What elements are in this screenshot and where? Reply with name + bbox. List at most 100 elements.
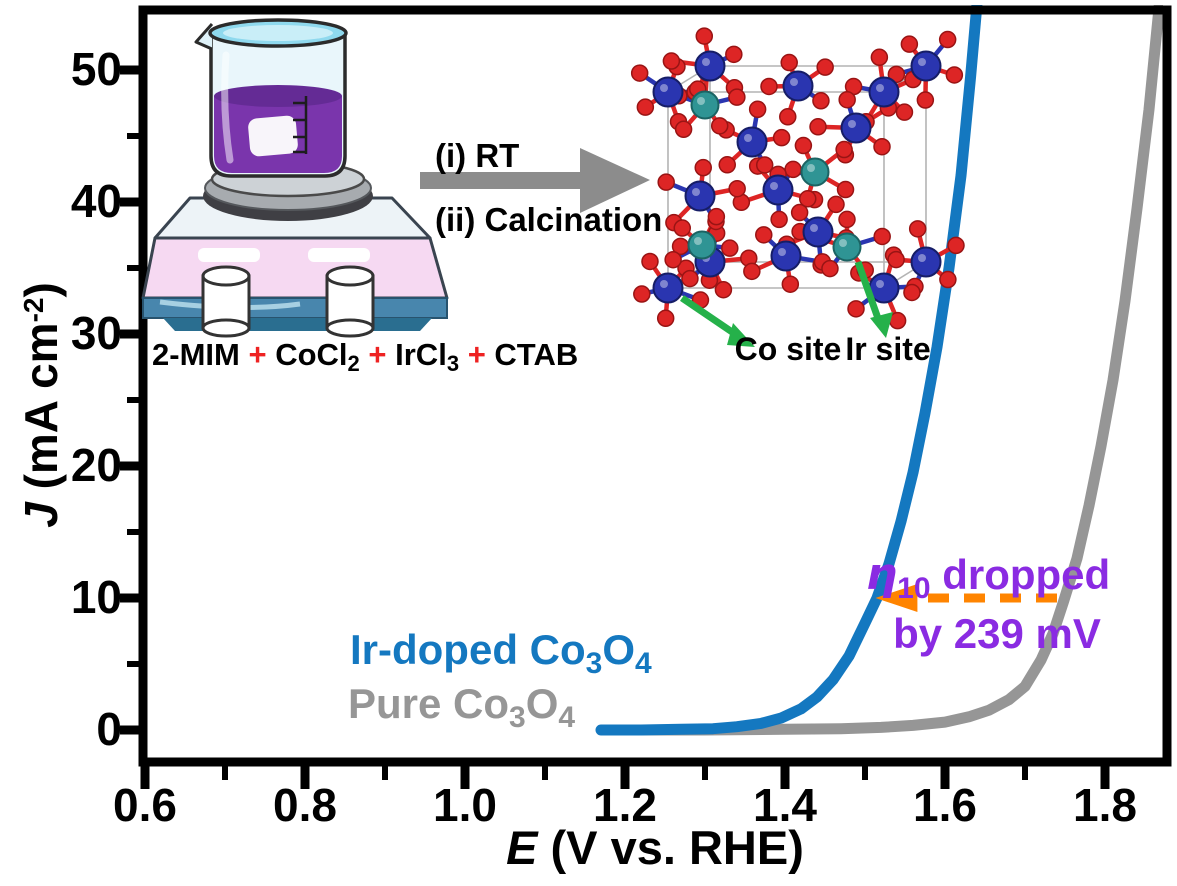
cobalt-atom (802, 216, 834, 248)
reagent-ctab: CTAB (494, 337, 579, 372)
oxygen-atom (772, 128, 791, 147)
oxygen-atom (695, 27, 714, 45)
oxygen-atom (641, 252, 659, 271)
iridium-atom (832, 232, 862, 262)
co-site-label: Co site (734, 331, 842, 367)
oxygen-atom (656, 309, 675, 328)
oxygen-atom (674, 120, 693, 139)
oxygen-atom (812, 92, 830, 110)
cobalt-atom (910, 246, 942, 278)
x-tick-label: 1.4 (753, 779, 817, 831)
reaction-arrow-icon (420, 148, 650, 213)
oxygen-atom (662, 52, 681, 70)
oxygen-atom (835, 140, 853, 159)
iridium-atom (800, 157, 830, 187)
reagent-ircl3-sub: 3 (446, 351, 460, 376)
oxygen-atom (728, 88, 746, 106)
eta-subscript: 10 (897, 572, 931, 605)
oxygen-atom (694, 158, 712, 177)
eta-symbol: η (865, 549, 898, 600)
cobalt-atom (910, 50, 942, 82)
y-tick-label: 50 (70, 43, 122, 95)
legend-ir-doped-o: O (602, 626, 635, 673)
cobalt-atom (868, 76, 900, 108)
cobalt-atom (840, 112, 872, 144)
oxygen-atom (947, 236, 965, 255)
legend-ir-doped: Ir-doped Co3O4 (350, 626, 652, 681)
oxygen-atom (630, 64, 649, 82)
atom-highlight (848, 120, 856, 128)
legend-pure-o: O (525, 680, 559, 727)
oxygen-atom (748, 100, 767, 119)
x-tick-label: 1.2 (593, 779, 657, 831)
liquid-surface (214, 85, 342, 107)
glass-highlight (221, 51, 234, 164)
annotation-line1: η10 dropped (866, 549, 1110, 606)
beaker-spout (194, 23, 214, 51)
hotplate-knob-left (201, 265, 251, 338)
y-tick-label: 20 (70, 439, 122, 491)
oxygen-atom (794, 136, 813, 155)
oxygen-atom (760, 77, 778, 96)
oxygen-atom (780, 53, 798, 72)
oxygen-atom (714, 280, 733, 299)
atom-highlight (918, 254, 926, 262)
oxygen-atom (664, 250, 682, 269)
oxygen-atom (895, 103, 914, 121)
atom-highlight (810, 224, 818, 232)
oxygen-atom (809, 118, 827, 136)
oxygen-atom (903, 283, 921, 302)
x-tick-label: 1.8 (1073, 779, 1137, 831)
iridium-atom (687, 230, 717, 260)
annotation-dropped-text: dropped (930, 551, 1111, 598)
y-tick-label: 0 (96, 703, 122, 755)
hotplate-slot-left (198, 248, 260, 262)
cobalt-atom (684, 180, 716, 212)
eta-arrow-head (875, 584, 918, 612)
y-tick-label: 30 (70, 307, 122, 359)
x-axis-label: E (V vs. RHE) (506, 820, 804, 875)
atom-highlight (876, 84, 884, 92)
reagents-line: 2-MIM + CoCl2 + IrCl3 + CTAB (152, 337, 578, 377)
curve-pure-co3o4 (603, 5, 1163, 736)
oxygen-atom (938, 30, 957, 49)
co-site-arrow (680, 295, 755, 347)
reagent-cocl2: CoCl (275, 337, 348, 372)
oxygen-atom (779, 108, 797, 126)
oxygen-atom (939, 270, 957, 289)
reagent-ircl3: IrCl (395, 337, 447, 372)
oxygen-atom (728, 179, 746, 198)
oxygen-atom (657, 173, 675, 191)
oxygen-atom (755, 226, 773, 244)
atom-highlight (660, 84, 668, 92)
oxygen-atom (836, 180, 855, 199)
cobalt-atom (770, 240, 802, 272)
x-axis-units: (V vs. RHE) (537, 821, 804, 874)
beaker-illustration (194, 18, 348, 178)
oxygen-atom (770, 210, 788, 229)
beaker-label (248, 115, 298, 157)
oxygen-atom (908, 220, 927, 238)
iridium-atom (690, 90, 720, 120)
x-tick-label: 0.6 (113, 779, 177, 831)
cobalt-atom (782, 70, 814, 102)
atom-highlight (692, 188, 700, 196)
atom-highlight (778, 248, 786, 256)
x-axis-symbol: E (506, 821, 538, 874)
oxygen-atom (743, 262, 761, 281)
plus-sign: + (248, 337, 267, 372)
legend-pure-sub3: 3 (509, 701, 526, 734)
atom-highlight (839, 239, 847, 247)
atom-highlight (876, 280, 884, 288)
oxygen-atom (887, 65, 906, 84)
y-axis-symbol: J (15, 502, 67, 528)
x-tick-label: 1.0 (433, 779, 497, 831)
cobalt-atom (652, 272, 684, 304)
hotplate-knob-right (325, 265, 375, 338)
atom-highlight (744, 134, 752, 142)
oxygen-atom (838, 210, 856, 229)
oxygen-atom (781, 275, 800, 293)
oxygen-atom (636, 98, 655, 116)
axis-ticks (120, 65, 1110, 789)
